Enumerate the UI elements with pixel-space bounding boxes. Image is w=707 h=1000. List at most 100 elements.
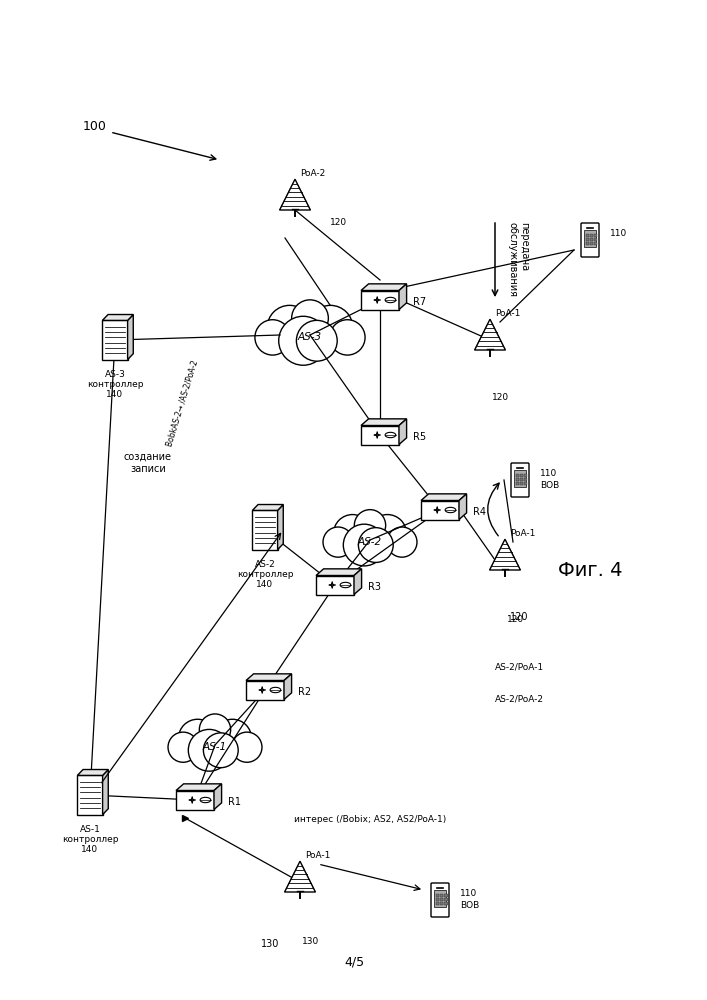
Text: 130: 130 <box>261 939 279 949</box>
Text: 120: 120 <box>507 615 524 624</box>
Text: контроллер: контроллер <box>237 570 293 579</box>
Circle shape <box>188 729 230 771</box>
Polygon shape <box>514 470 526 487</box>
Polygon shape <box>246 680 284 700</box>
Polygon shape <box>490 539 520 570</box>
Text: AS-2: AS-2 <box>255 560 275 569</box>
Circle shape <box>329 320 365 355</box>
Text: контроллер: контроллер <box>62 835 118 844</box>
Text: 140: 140 <box>107 390 124 399</box>
Polygon shape <box>399 284 407 310</box>
Text: R7: R7 <box>413 297 426 307</box>
Polygon shape <box>524 478 527 481</box>
Circle shape <box>279 316 327 365</box>
Circle shape <box>214 719 252 758</box>
Text: передача
обслуживания: передача обслуживания <box>508 223 530 298</box>
Text: PoA-1: PoA-1 <box>495 309 520 318</box>
Polygon shape <box>444 902 448 905</box>
Polygon shape <box>520 478 523 481</box>
Text: 120: 120 <box>492 393 509 402</box>
Circle shape <box>199 714 230 745</box>
Circle shape <box>267 305 312 350</box>
Text: AS-1: AS-1 <box>203 742 227 752</box>
Text: AS-3: AS-3 <box>298 332 322 342</box>
Text: AS-2/PoA-2: AS-2/PoA-2 <box>495 695 544 704</box>
Polygon shape <box>474 319 506 350</box>
Circle shape <box>334 515 372 553</box>
Polygon shape <box>434 890 446 907</box>
Circle shape <box>168 732 198 762</box>
Circle shape <box>344 524 385 566</box>
Polygon shape <box>246 674 291 680</box>
Polygon shape <box>103 770 108 815</box>
Circle shape <box>358 528 393 562</box>
Text: R2: R2 <box>298 687 311 697</box>
FancyArrowPatch shape <box>488 483 499 536</box>
Polygon shape <box>361 290 399 310</box>
Polygon shape <box>316 569 361 576</box>
Polygon shape <box>436 902 439 905</box>
Polygon shape <box>361 426 399 444</box>
Polygon shape <box>316 576 354 594</box>
Polygon shape <box>77 770 108 775</box>
Circle shape <box>296 320 337 361</box>
Circle shape <box>308 305 353 350</box>
Polygon shape <box>524 482 527 485</box>
Polygon shape <box>590 238 593 241</box>
Text: R4: R4 <box>473 507 486 517</box>
Text: R3: R3 <box>368 582 381 592</box>
Polygon shape <box>586 234 589 237</box>
Polygon shape <box>594 238 597 241</box>
Polygon shape <box>516 474 519 477</box>
Polygon shape <box>214 784 221 810</box>
Polygon shape <box>524 474 527 477</box>
Circle shape <box>232 732 262 762</box>
Circle shape <box>354 510 385 541</box>
Polygon shape <box>252 505 284 510</box>
Circle shape <box>255 320 291 355</box>
Polygon shape <box>436 894 439 897</box>
Polygon shape <box>520 474 523 477</box>
Polygon shape <box>421 500 459 520</box>
Polygon shape <box>594 234 597 237</box>
Polygon shape <box>586 238 589 241</box>
Text: Фиг. 4: Фиг. 4 <box>558 560 622 580</box>
Text: 4/5: 4/5 <box>344 956 364 968</box>
Polygon shape <box>176 784 221 790</box>
Circle shape <box>178 719 217 758</box>
Text: PoA-2: PoA-2 <box>300 169 325 178</box>
Polygon shape <box>361 419 407 426</box>
Polygon shape <box>252 510 278 550</box>
Text: 120: 120 <box>330 218 347 227</box>
Text: R1: R1 <box>228 797 241 807</box>
Text: BobkAS-2→ /AS-2/PoA-2: BobkAS-2→ /AS-2/PoA-2 <box>165 359 200 447</box>
Circle shape <box>204 733 238 768</box>
Text: записи: записи <box>130 464 166 474</box>
Polygon shape <box>279 179 310 210</box>
Polygon shape <box>440 902 443 905</box>
Text: PoA-1: PoA-1 <box>305 851 330 860</box>
Polygon shape <box>361 284 407 290</box>
Polygon shape <box>444 894 448 897</box>
Polygon shape <box>440 894 443 897</box>
Polygon shape <box>285 861 315 892</box>
Text: создание: создание <box>124 452 172 462</box>
Polygon shape <box>127 315 134 360</box>
Text: 120: 120 <box>510 612 529 622</box>
Polygon shape <box>103 315 134 320</box>
Text: PoA-1: PoA-1 <box>510 529 535 538</box>
Text: 140: 140 <box>81 845 98 854</box>
Polygon shape <box>444 898 448 901</box>
FancyBboxPatch shape <box>511 463 529 497</box>
Text: 110: 110 <box>540 470 557 479</box>
Text: AS-2: AS-2 <box>358 537 382 547</box>
Polygon shape <box>590 234 593 237</box>
FancyBboxPatch shape <box>581 223 599 257</box>
Text: R5: R5 <box>413 432 426 442</box>
Polygon shape <box>520 482 523 485</box>
Text: ВОВ: ВОВ <box>540 482 559 490</box>
Circle shape <box>323 527 354 557</box>
Text: 110: 110 <box>610 230 627 238</box>
Circle shape <box>387 527 417 557</box>
Polygon shape <box>77 775 103 815</box>
